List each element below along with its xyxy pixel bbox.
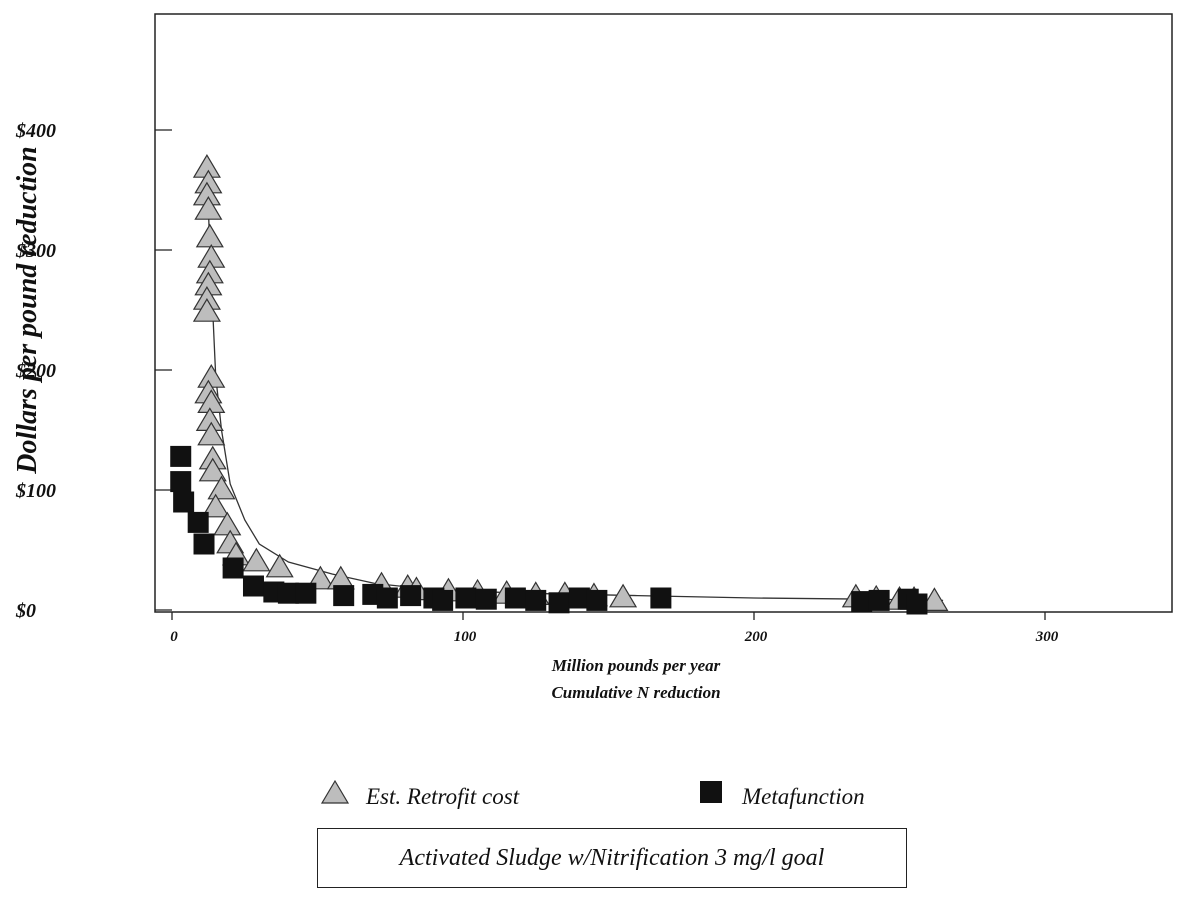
metafunction-point (650, 587, 672, 609)
retrofit-point (201, 493, 230, 518)
metafunction-point (187, 511, 209, 533)
metafunction-point (475, 588, 497, 610)
retrofit-point (198, 457, 227, 482)
metafunction-point (504, 587, 526, 609)
retrofit-point (207, 475, 236, 500)
y-tick-label: $300 (15, 240, 56, 262)
retrofit-point (242, 547, 271, 572)
x-tick-label: 200 (744, 629, 768, 645)
retrofit-point (265, 553, 294, 578)
metafunction-point (568, 587, 590, 609)
retrofit-point (197, 421, 226, 446)
metafunction-point (170, 445, 192, 467)
legend-triangle-marker (320, 779, 350, 804)
metafunction-point (170, 471, 192, 493)
series-metafunction (170, 445, 928, 615)
x-axis-title-line-2: Cumulative N reduction (551, 683, 720, 702)
y-axis: $0 $100 $200 $300 $400 (15, 120, 172, 622)
annotation-box: Activated Sludge w/Nitrification 3 mg/l … (317, 828, 907, 888)
x-tick-label: 100 (454, 629, 477, 645)
retrofit-point (920, 587, 949, 612)
metafunction-point (173, 491, 195, 513)
y-tick-label: $100 (15, 480, 56, 502)
y-tick-label: $0 (15, 600, 36, 622)
legend-label-retrofit: Est. Retrofit cost (365, 784, 520, 809)
x-axis-title-line-1: Million pounds per year (551, 656, 721, 675)
plot-area (154, 13, 1173, 613)
metafunction-point (400, 585, 422, 607)
x-axis: 0 100 200 300 (170, 612, 1059, 645)
retrofit-point (194, 196, 223, 220)
metafunction-point (548, 592, 570, 614)
metafunction-point (222, 557, 244, 579)
x-tick-label: 300 (1035, 629, 1059, 645)
metafunction-point (193, 533, 215, 555)
y-tick-label: $400 (15, 120, 56, 142)
metafunction-point (242, 575, 264, 597)
metafunction-point (868, 589, 890, 611)
legend-square-marker (700, 781, 722, 803)
retrofit-point (608, 583, 638, 608)
x-tick-label: 0 (170, 629, 178, 645)
y-axis-title: Dollars per pound reduction (12, 146, 43, 475)
metafunction-point (376, 587, 398, 609)
metafunction-point (432, 589, 454, 611)
retrofit-point (192, 298, 221, 322)
annotation-text: Activated Sludge w/Nitrification 3 mg/l … (399, 844, 825, 871)
legend-label-metafunction: Metafunction (741, 784, 865, 809)
metafunction-point (586, 589, 608, 611)
metafunction-point (525, 589, 547, 611)
legend: Est. Retrofit cost Metafunction (320, 779, 865, 809)
y-tick-label: $200 (15, 360, 56, 382)
metafunction-point (295, 582, 317, 604)
metafunction-point (906, 593, 928, 615)
series-layer (170, 154, 949, 615)
metafunction-point (333, 585, 355, 607)
metafunction-point (851, 591, 873, 613)
fit-curve-line (206, 163, 944, 602)
metafunction-point (277, 582, 299, 604)
metafunction-point (455, 587, 477, 609)
